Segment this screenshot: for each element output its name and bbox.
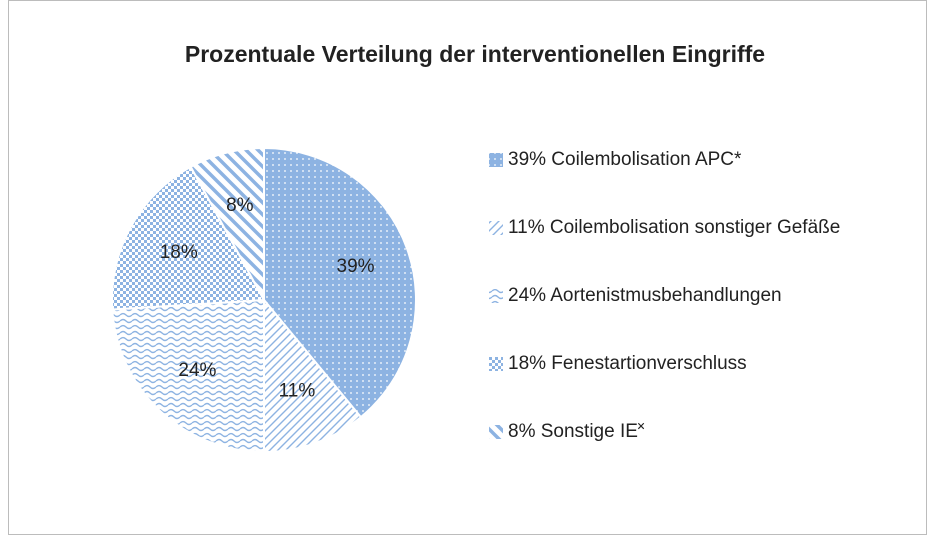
legend-swatch <box>489 289 503 303</box>
data-label: 24% <box>178 360 216 381</box>
pie-slice <box>263 146 417 419</box>
pie-slice <box>263 297 363 454</box>
data-label: 18% <box>160 242 198 263</box>
legend-swatch <box>489 357 503 371</box>
legend-label: 18% Fenestartionverschluss <box>508 353 747 374</box>
data-label: 39% <box>337 256 375 277</box>
chart-title: Prozentuale Verteilung der interventione… <box>185 41 765 67</box>
pie-slice <box>189 146 265 301</box>
legend-label: 39% Coilembolisation APC* <box>508 149 742 170</box>
legend-swatch <box>489 153 503 167</box>
legend-swatch <box>489 425 503 439</box>
legend-label: 8% Sonstige IE˟ <box>508 421 645 442</box>
data-label: 11% <box>279 381 316 402</box>
pie-slice <box>111 298 265 454</box>
legend-label: 24% Aortenistmusbehandlungen <box>508 285 782 306</box>
pie-slice <box>111 165 266 311</box>
legend-label: 11% Coilembolisation sonstiger Gefäße <box>508 217 840 238</box>
data-label: 8% <box>226 195 254 216</box>
legend-swatch <box>489 221 503 235</box>
